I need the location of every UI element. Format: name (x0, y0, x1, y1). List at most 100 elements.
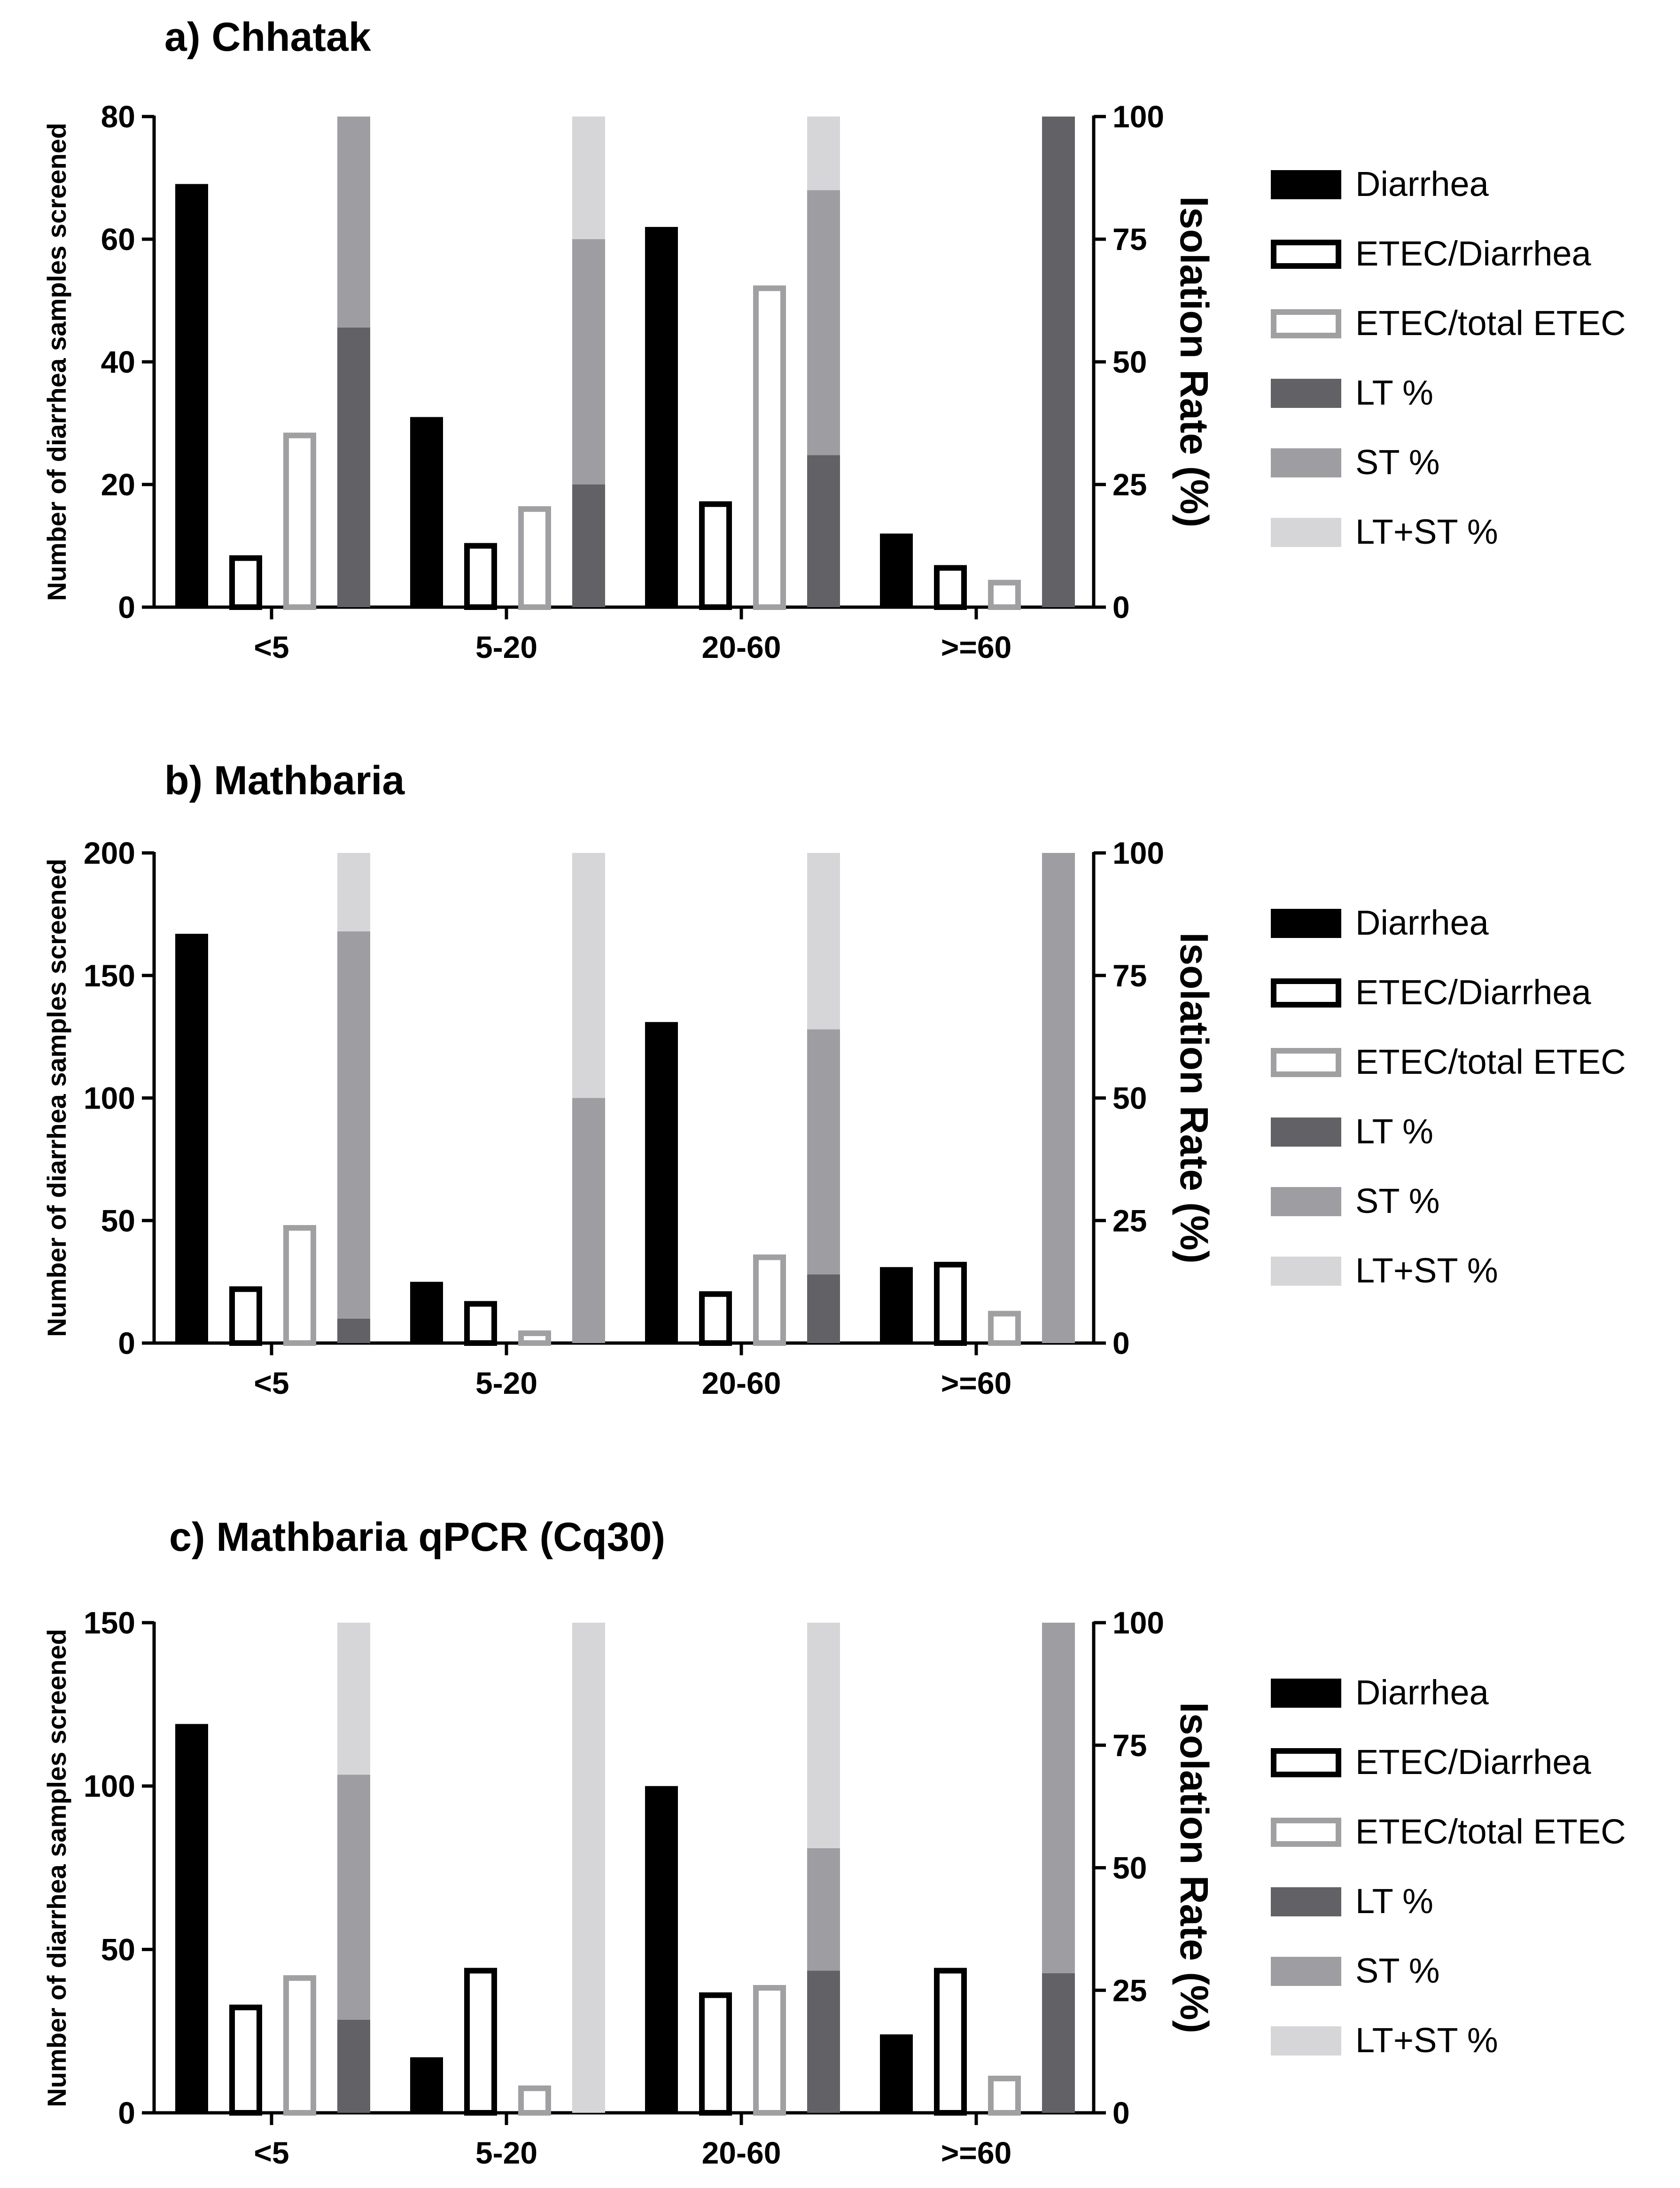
legend-swatch-st-pct (1271, 448, 1341, 477)
bar-lt-plus-st-pct-5-20 (572, 853, 605, 1098)
legend-swatch-lt-plus-st-pct (1271, 2026, 1341, 2055)
y-tick-label-right: 100 (1112, 1605, 1164, 1640)
y-tick-label-left: 200 (84, 836, 135, 870)
bar-etec-total-etec-5-20 (518, 2085, 551, 2116)
y-tick-label-right: 0 (1112, 1326, 1130, 1360)
x-tick-label-lt5: <5 (254, 2135, 289, 2170)
x-tick-label-20-60: 20-60 (702, 1366, 781, 1400)
y-tick-label-left: 60 (101, 222, 135, 257)
y-tick-label-right: 25 (1112, 467, 1147, 502)
y-tick-label-left: 150 (84, 1605, 135, 1640)
legend-swatch-etec-diarrhea (1271, 240, 1341, 269)
y-tick-label-right: 0 (1112, 2095, 1130, 2130)
bar-lt-pct-lt5 (337, 1318, 370, 1343)
y-tick-label-left: 0 (118, 590, 135, 625)
y-tick-label-right: 75 (1112, 1728, 1147, 1763)
bar-st-pct-gte60 (1042, 1623, 1075, 1973)
y-tick-label-right: 50 (1112, 1851, 1147, 1885)
bar-etec-diarrhea-5-20 (464, 1301, 497, 1346)
y-tick-label-right: 75 (1112, 958, 1147, 993)
legend-swatch-lt-plus-st-pct (1271, 518, 1341, 547)
bar-etec-total-etec-gte60 (988, 579, 1021, 610)
x-tick-label-lt5: <5 (254, 1366, 289, 1400)
bar-diarrhea-20-60 (645, 1786, 678, 2113)
y-tick-label-right: 25 (1112, 1973, 1147, 2008)
bar-diarrhea-gte60 (880, 2034, 913, 2113)
legend-label-etec-diarrhea: ETEC/Diarrhea (1355, 973, 1592, 1012)
bar-etec-diarrhea-lt5 (229, 1286, 262, 1346)
bar-lt-pct-20-60 (807, 1970, 840, 2113)
y-tick-label-left: 20 (101, 467, 135, 502)
y-tick-label-right: 50 (1112, 1081, 1147, 1116)
bar-lt-plus-st-pct-5-20 (572, 1623, 605, 2113)
legend-swatch-diarrhea (1271, 1679, 1341, 1708)
bar-diarrhea-lt5 (175, 184, 208, 607)
y-tick-label-left: 150 (84, 958, 135, 993)
legend-label-diarrhea: Diarrhea (1355, 1673, 1489, 1712)
y-tick-label-left: 80 (101, 99, 135, 134)
bar-diarrhea-gte60 (880, 1267, 913, 1343)
bar-st-pct-5-20 (572, 1098, 605, 1343)
bar-lt-plus-st-pct-20-60 (807, 853, 840, 1030)
legend-swatch-etec-total-etec (1271, 1048, 1341, 1077)
legend-swatch-diarrhea (1271, 909, 1341, 938)
bar-st-pct-lt5 (337, 931, 370, 1319)
bar-lt-pct-20-60 (807, 455, 840, 607)
bar-etec-total-etec-gte60 (988, 1311, 1021, 1346)
y-tick-label-left: 50 (101, 1203, 135, 1238)
bar-etec-total-etec-20-60 (753, 1254, 786, 1346)
legend-label-lt-plus-st-pct: LT+ST % (1355, 512, 1498, 551)
y-tick-label-left: 40 (101, 344, 135, 379)
y-axis-label-left: Number of diarrhea samples screened (42, 859, 71, 1337)
bar-etec-diarrhea-gte60 (934, 565, 967, 610)
bar-st-pct-lt5 (337, 1774, 370, 2020)
bar-lt-plus-st-pct-20-60 (807, 1623, 840, 1848)
y-axis-label-right: Isolation Rate (%) (1172, 932, 1216, 1264)
legend-label-etec-total-etec: ETEC/total ETEC (1355, 1812, 1626, 1851)
bar-diarrhea-5-20 (410, 2057, 443, 2113)
bar-st-pct-20-60 (807, 190, 840, 455)
y-tick-label-right: 50 (1112, 344, 1147, 379)
legend-swatch-diarrhea (1271, 170, 1341, 199)
legend-swatch-etec-diarrhea (1271, 978, 1341, 1008)
x-tick-label-20-60: 20-60 (702, 2135, 781, 2170)
bar-lt-pct-lt5 (337, 2019, 370, 2113)
legend-label-lt-pct: LT % (1355, 1112, 1433, 1151)
legend-label-lt-plus-st-pct: LT+ST % (1355, 2021, 1498, 2060)
y-tick-label-right: 100 (1112, 836, 1164, 870)
bar-st-pct-20-60 (807, 1848, 840, 1971)
x-tick-label-20-60: 20-60 (702, 630, 781, 664)
y-axis-label-left: Number of diarrhea samples screened (42, 1629, 71, 2107)
legend-swatch-etec-diarrhea (1271, 1748, 1341, 1777)
y-axis-label-right: Isolation Rate (%) (1172, 196, 1216, 528)
bar-diarrhea-20-60 (645, 227, 678, 607)
legend-label-st-pct: ST % (1355, 1181, 1440, 1220)
chart-title: a) Chhatak (164, 15, 371, 60)
bar-diarrhea-lt5 (175, 934, 208, 1343)
y-tick-label-left: 50 (101, 1932, 135, 1967)
legend-label-st-pct: ST % (1355, 1951, 1440, 1990)
bar-lt-plus-st-pct-5-20 (572, 117, 605, 239)
legend-swatch-lt-pct (1271, 1117, 1341, 1147)
bar-lt-plus-st-pct-lt5 (337, 1623, 370, 1775)
chart-title: b) Mathbaria (164, 758, 405, 803)
x-tick-label-gte60: >=60 (941, 2135, 1012, 2170)
bar-diarrhea-5-20 (410, 1282, 443, 1343)
bar-diarrhea-gte60 (880, 533, 913, 607)
bar-etec-total-etec-lt5 (283, 1225, 316, 1346)
y-tick-label-right: 0 (1112, 590, 1130, 625)
legend-label-etec-diarrhea: ETEC/Diarrhea (1355, 1743, 1592, 1782)
bar-st-pct-gte60 (1042, 853, 1075, 1343)
bar-etec-total-etec-5-20 (518, 506, 551, 610)
legend-swatch-lt-pct (1271, 379, 1341, 408)
bar-diarrhea-lt5 (175, 1724, 208, 2113)
bar-etec-diarrhea-gte60 (934, 1968, 967, 2116)
legend-swatch-etec-total-etec (1271, 1818, 1341, 1847)
bar-etec-total-etec-gte60 (988, 2075, 1021, 2116)
x-tick-label-5-20: 5-20 (475, 1366, 537, 1400)
bar-etec-diarrhea-gte60 (934, 1262, 967, 1346)
bar-etec-diarrhea-5-20 (464, 1968, 497, 2116)
bar-diarrhea-20-60 (645, 1022, 678, 1343)
bar-etec-diarrhea-20-60 (699, 1291, 732, 1346)
